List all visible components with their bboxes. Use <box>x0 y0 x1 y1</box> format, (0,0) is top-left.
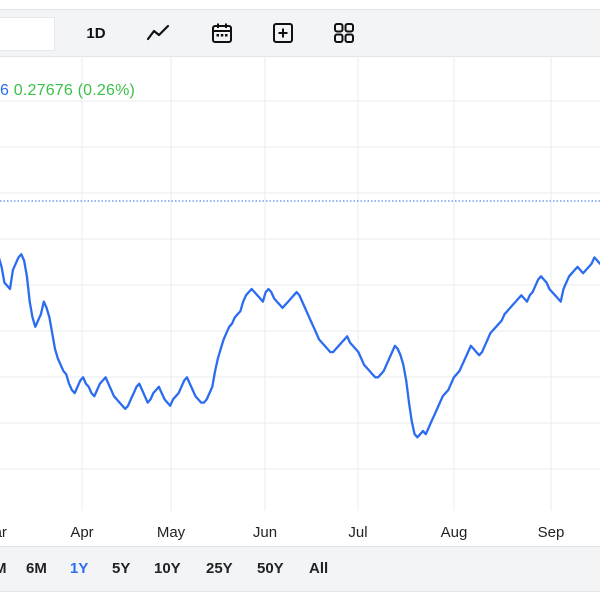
line-chart-icon[interactable] <box>142 10 174 56</box>
chart-toolbar: 1D <box>0 9 600 57</box>
range-button-50y[interactable]: 50Y <box>257 560 284 577</box>
price-chart[interactable]: Mar Apr May Jun Jul Aug Sep <box>0 56 600 546</box>
range-button-1y[interactable]: 1Y <box>70 560 89 577</box>
range-button-10y[interactable]: 10Y <box>154 560 181 577</box>
price-line <box>0 253 600 439</box>
range-button-m[interactable]: M <box>0 560 7 577</box>
x-tick-label: May <box>157 524 186 541</box>
x-axis: Mar Apr May Jun Jul Aug Sep <box>0 524 564 541</box>
price-change-value: 0.27676 (0.26%) <box>13 82 136 99</box>
range-selector: M 6M 1Y 5Y 10Y 25Y 50Y All <box>0 546 600 592</box>
x-tick-label: Jul <box>348 524 367 541</box>
x-tick-label: Mar <box>0 524 7 541</box>
range-button-all[interactable]: All <box>309 560 329 577</box>
range-button-25y[interactable]: 25Y <box>206 560 233 577</box>
price-change-prefix: 6 <box>0 82 10 99</box>
range-button-5y[interactable]: 5Y <box>112 560 131 577</box>
x-tick-label: Sep <box>538 524 565 541</box>
x-tick-label: Aug <box>441 524 468 541</box>
price-change: 6 0.27676 (0.26%) <box>0 82 135 100</box>
add-plus-icon[interactable] <box>267 10 299 56</box>
calendar-icon[interactable] <box>206 10 238 56</box>
interval-button[interactable]: 1D <box>86 24 106 42</box>
chart-grid <box>0 56 600 511</box>
x-tick-label: Jun <box>253 524 277 541</box>
symbol-search-input[interactable] <box>0 17 55 51</box>
x-tick-label: Apr <box>70 524 93 541</box>
range-button-6m[interactable]: 6M <box>26 560 47 577</box>
grid-layout-icon[interactable] <box>328 10 360 56</box>
